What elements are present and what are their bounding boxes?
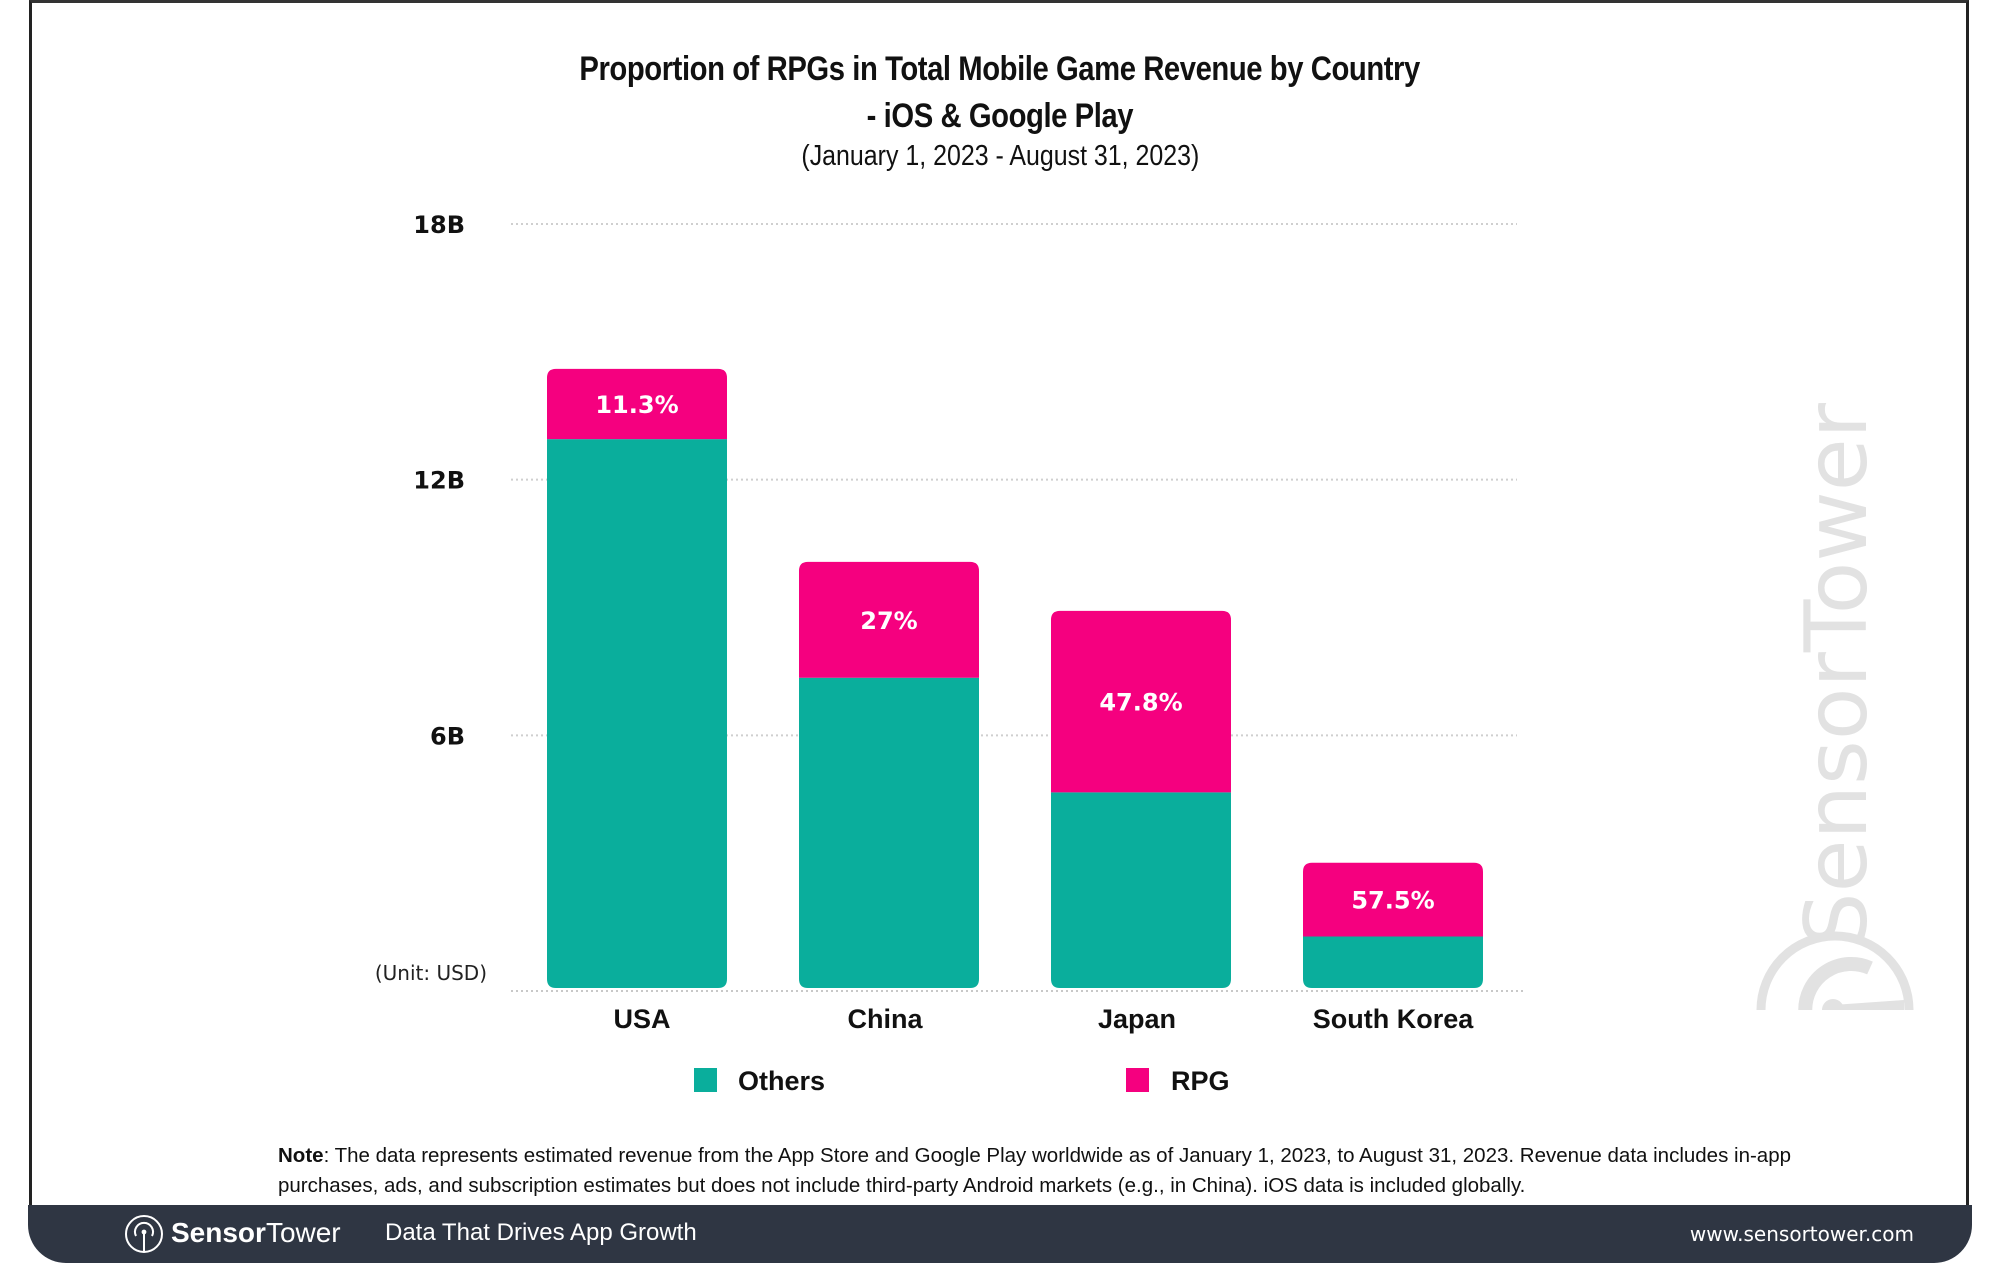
bar-segment-others: [547, 439, 727, 988]
watermark: SensorTower: [1756, 402, 1914, 1010]
footer-url[interactable]: www.sensortower.com: [1689, 1222, 1914, 1246]
x-axis-labels: USA China Japan South Korea: [613, 1004, 1474, 1034]
chart-title-line2-text: - iOS & Google Play: [866, 97, 1134, 135]
chart-subtitle-text: (January 1, 2023 - August 31, 2023): [801, 140, 1199, 172]
chart-title-line1: Proportion of RPGs in Total Mobile Game …: [0, 50, 2000, 89]
data-label: 47.8%: [1099, 689, 1182, 717]
bar-group-china: 27%: [799, 561, 979, 988]
x-tick-label: Japan: [1098, 1004, 1176, 1034]
footer-bar: SensorTower Data That Drives App Growth …: [28, 1205, 1972, 1263]
brand-bold: Sensor: [171, 1217, 266, 1248]
y-axis-labels: 6B 12B 18B: [413, 211, 465, 750]
bar-segment-others: [1303, 936, 1483, 988]
legend-label-rpg: RPG: [1171, 1066, 1230, 1096]
legend: Others RPG: [694, 1066, 1230, 1096]
footnote: Note: The data represents estimated reve…: [278, 1141, 1838, 1201]
note-label: Note: [278, 1144, 324, 1167]
legend-swatch-others: [694, 1068, 717, 1092]
sensortower-logo-icon: [1756, 931, 1914, 1010]
legend-label-others: Others: [738, 1066, 825, 1096]
x-tick-label: South Korea: [1313, 1004, 1474, 1034]
watermark-text: SensorTower: [1787, 402, 1887, 947]
data-label: 27%: [860, 607, 917, 635]
bar-segment-others: [1051, 792, 1231, 988]
brand-light: Tower: [265, 1217, 341, 1248]
note-text: : The data represents estimated revenue …: [278, 1144, 1792, 1197]
x-tick-label: China: [847, 1004, 923, 1034]
bar-group-usa: 11.3%: [547, 368, 727, 988]
y-tick-label: 12B: [413, 467, 465, 495]
footer-tagline: Data That Drives App Growth: [385, 1219, 697, 1246]
bar-segment-rpg: [1051, 610, 1231, 793]
chart-title-line2: - iOS & Google Play: [0, 97, 2000, 136]
bar-segment-rpg: [1303, 862, 1483, 937]
data-label: 11.3%: [595, 391, 678, 419]
legend-swatch-rpg: [1126, 1068, 1149, 1092]
bar-segment-rpg: [799, 561, 979, 678]
bar-segment-rpg: [547, 368, 727, 440]
data-label: 57.5%: [1351, 887, 1434, 915]
bar-group-south-korea: 57.5%: [1303, 862, 1483, 988]
y-tick-label: 6B: [430, 722, 465, 750]
bar-group-japan: 47.8%: [1051, 610, 1231, 988]
y-tick-label: 18B: [413, 211, 465, 239]
sensortower-logo-icon: [125, 1215, 163, 1253]
bar-segment-others: [799, 677, 979, 988]
x-tick-label: USA: [613, 1004, 670, 1034]
chart-subtitle: (January 1, 2023 - August 31, 2023): [0, 140, 2000, 173]
unit-label: (Unit: USD): [375, 961, 487, 985]
bars: 11.3% 27% 47.8% 57.5%: [547, 368, 1483, 988]
chart-title-line1-text: Proportion of RPGs in Total Mobile Game …: [579, 50, 1421, 88]
gridlines: [511, 223, 1525, 992]
footer-brand: SensorTower: [171, 1217, 341, 1249]
chart-card: [29, 0, 1969, 1205]
